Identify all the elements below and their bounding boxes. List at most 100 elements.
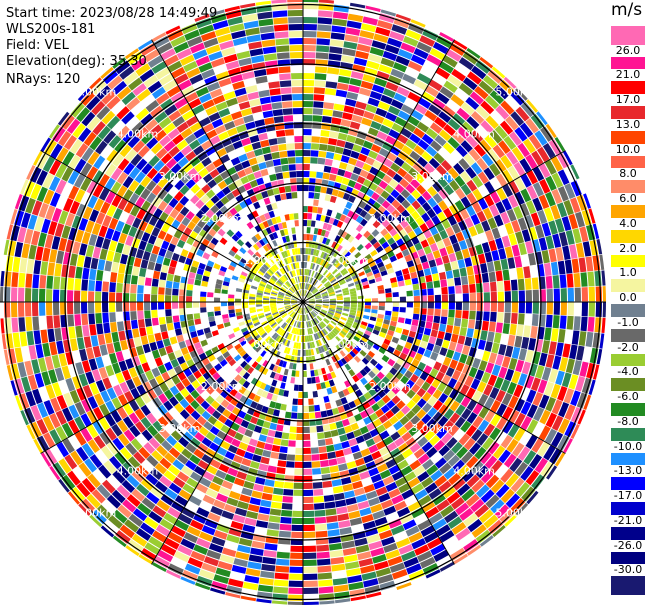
range-gate	[284, 306, 291, 309]
range-gate	[182, 109, 195, 121]
range-gate	[81, 147, 94, 162]
range-gate	[185, 404, 195, 415]
range-gate	[437, 415, 449, 427]
range-gate	[112, 470, 126, 484]
range-gate	[303, 552, 317, 559]
range-gate	[466, 544, 482, 556]
range-gate	[147, 80, 163, 94]
range-gate	[154, 262, 162, 272]
range-gate	[426, 236, 436, 246]
range-gate	[308, 300, 315, 302]
colorbar-tick-label: -4.0	[611, 366, 645, 379]
range-gate	[262, 229, 269, 237]
range-gate	[333, 492, 345, 501]
range-gate	[174, 202, 184, 213]
range-gate	[366, 326, 374, 333]
range-gate	[349, 309, 357, 314]
range-gate	[423, 268, 432, 276]
range-gate	[318, 331, 323, 338]
range-gate	[76, 203, 87, 218]
range-gate	[182, 483, 195, 495]
range-gate	[258, 222, 266, 231]
range-gate	[389, 320, 397, 327]
range-gate	[42, 416, 55, 432]
range-gate	[157, 416, 169, 428]
range-gate	[249, 299, 256, 302]
range-gate	[272, 187, 280, 195]
range-gate	[401, 248, 410, 257]
range-gate	[6, 364, 14, 381]
range-gate	[243, 20, 259, 30]
range-gate	[202, 173, 213, 184]
range-gate	[164, 452, 176, 464]
range-gate	[335, 310, 342, 315]
range-gate	[185, 442, 197, 454]
range-gate	[105, 364, 115, 377]
range-gate	[491, 364, 501, 377]
range-gate	[470, 460, 484, 474]
range-gate	[482, 207, 493, 220]
range-gate	[195, 55, 211, 67]
range-gate	[434, 475, 448, 487]
range-gate	[336, 220, 344, 228]
range-gate	[509, 457, 523, 473]
range-gate	[448, 252, 457, 263]
range-gate	[218, 270, 226, 277]
range-gate	[205, 209, 215, 219]
range-gate	[55, 163, 68, 179]
range-gate	[106, 115, 121, 130]
range-gate	[239, 247, 247, 255]
range-gate	[209, 168, 220, 179]
range-gate	[269, 339, 275, 346]
range-gate	[336, 293, 343, 297]
range-gate	[395, 327, 403, 334]
range-gate	[315, 523, 327, 531]
range-gate	[86, 424, 99, 439]
range-gate	[165, 316, 173, 324]
range-gate	[360, 321, 368, 327]
range-gate	[276, 45, 290, 53]
range-gate	[341, 440, 350, 449]
range-gate	[526, 419, 539, 434]
range-gate	[370, 249, 378, 257]
range-gate	[349, 246, 356, 254]
range-gate	[471, 65, 487, 80]
range-gate	[415, 420, 426, 431]
range-gate	[294, 292, 300, 298]
range-gate	[76, 254, 85, 268]
range-gate	[265, 285, 272, 290]
range-gate	[401, 268, 410, 275]
range-gate	[477, 171, 489, 184]
range-gate	[452, 459, 465, 472]
range-gate	[398, 544, 414, 555]
range-gate	[303, 248, 306, 255]
range-gate	[432, 250, 441, 259]
range-gate	[230, 422, 240, 432]
range-gate	[381, 394, 391, 404]
range-gate	[399, 513, 414, 524]
range-gate	[403, 273, 411, 281]
range-gate	[163, 338, 171, 347]
range-gate	[115, 351, 125, 362]
range-gate	[258, 239, 266, 247]
range-gate	[253, 394, 261, 403]
range-gate	[112, 509, 128, 524]
range-gate	[386, 380, 396, 390]
range-gate	[289, 171, 297, 178]
range-gate	[503, 312, 511, 324]
range-gate	[432, 41, 449, 55]
range-gate	[261, 103, 273, 112]
range-gate	[310, 286, 315, 292]
range-gate	[259, 577, 274, 586]
range-gate	[354, 345, 362, 353]
range-gate	[202, 252, 211, 260]
range-gate	[189, 42, 205, 54]
range-gate	[306, 276, 309, 283]
range-gate	[359, 185, 369, 194]
range-gate	[470, 111, 485, 125]
range-gate	[542, 142, 556, 159]
range-gate	[262, 46, 277, 55]
range-gate	[199, 116, 211, 128]
range-gate	[343, 170, 353, 179]
range-gate	[367, 323, 375, 329]
